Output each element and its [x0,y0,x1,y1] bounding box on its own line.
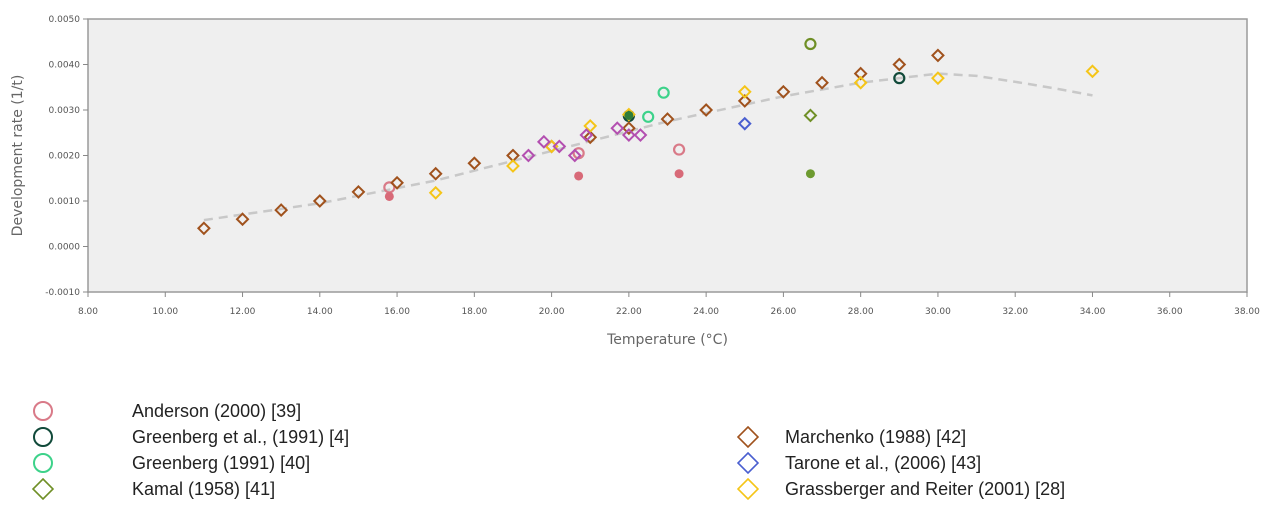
diamond-point [506,159,520,173]
diamond-point [621,128,636,142]
diamond-point [567,148,582,163]
diamond-icon [737,452,759,474]
x-tick-label: 18.00 [461,307,487,317]
circle-icon [33,453,53,473]
filled-circle-point [384,191,394,201]
x-tick-label: 22.00 [616,307,642,317]
diamond-point [610,121,625,136]
y-tick-label: 0.0000 [49,243,81,253]
diamond-point [803,108,818,123]
y-tick-label: 0.0010 [49,197,81,207]
diamond-point [737,93,752,108]
diamond-icon [32,478,54,500]
diamond-point [1085,64,1100,79]
diamond-point [583,130,598,145]
diamond-point [235,212,250,227]
circle-point [657,86,670,99]
y-axis-title: Development rate (1/t) [10,75,26,237]
diamond-point [536,134,551,149]
diamond-point [351,184,366,199]
x-tick-label: 26.00 [771,307,797,317]
diamond-point [467,156,482,171]
diamond-point [196,221,211,236]
x-tick-label: 12.00 [230,307,256,317]
circle-point [672,143,686,156]
diamond-point [737,116,752,131]
diamond-point [583,119,598,133]
diamond-point [521,148,536,163]
x-tick-label: 16.00 [384,307,410,317]
legend-label: Tarone et al., (2006) [43] [785,453,982,473]
filled-circle-point [805,169,815,179]
x-axis-title: Temperature (°C) [606,332,728,348]
legend-label: Greenberg et al., (1991) [4] [132,427,350,447]
diamond-point [815,75,829,90]
diamond-icon [737,426,759,448]
legend-label: Grassberger and Reiter (2001) [28] [785,479,1066,499]
circle-icon [33,401,53,421]
y-tick-label: -0.0010 [45,288,80,298]
legend-label: Greenberg (1991) [40] [132,453,311,473]
y-tick-label: 0.0020 [49,152,81,162]
diamond-point [699,103,714,117]
x-tick-label: 24.00 [693,307,719,317]
y-tick-label: 0.0030 [49,106,81,116]
x-tick-label: 20.00 [539,307,565,317]
diamond-point [428,185,443,200]
x-axis: 8.00 10.00 12.00 14.00 16.00 18.00 20.00 22.00 2… [78,292,1260,317]
y-tick-label: 0.0040 [49,61,81,71]
diamond-point [660,112,675,127]
diamond-point [776,84,791,99]
diamond-point [274,203,289,218]
diamond-icon [737,478,759,500]
filled-circle-point [574,171,584,181]
circle-point [893,72,906,85]
diamond-point [931,71,945,86]
diamond-point [892,57,907,72]
filled-circle-point [674,169,684,179]
circle-point [804,37,817,51]
y-axis: -0.0010 0.0000 0.0010 0.0020 0.0030 0.0040 0.0… [45,15,88,298]
data-points [196,37,1100,236]
diamond-point [633,128,648,142]
legend-label: Marchenko (1988) [42] [785,427,967,447]
circle-icon [33,427,53,447]
diamond-point [737,84,752,99]
x-tick-label: 32.00 [1002,307,1028,317]
x-tick-label: 28.00 [848,307,874,317]
scatter-chart: 8.00 10.00 12.00 14.00 16.00 18.00 20.00 22.00 2… [10,15,1260,348]
diamond-point [390,175,404,190]
diamond-point [853,75,868,90]
x-tick-label: 34.00 [1080,307,1106,317]
diamond-point [552,139,567,154]
diamond-point [853,66,868,81]
circle-point [642,110,655,123]
y-tick-label: 0.0050 [49,15,81,25]
x-tick-label: 30.00 [925,307,951,317]
filled-circle-point [624,110,634,120]
diamond-point [621,107,636,122]
x-tick-label: 8.00 [78,307,98,317]
x-tick-label: 10.00 [152,307,178,317]
diamond-point [931,48,945,63]
diamond-point [428,166,443,181]
legend-label: Anderson (2000) [39] [132,401,302,421]
diamond-point [312,194,327,208]
x-tick-label: 14.00 [307,307,333,317]
x-tick-label: 36.00 [1157,307,1183,317]
x-tick-label: 38.00 [1234,307,1260,317]
legend-label: Kamal (1958) [41] [132,479,276,499]
diamond-point [579,128,594,142]
plot-area [87,18,1248,293]
diamond-point [621,121,636,136]
